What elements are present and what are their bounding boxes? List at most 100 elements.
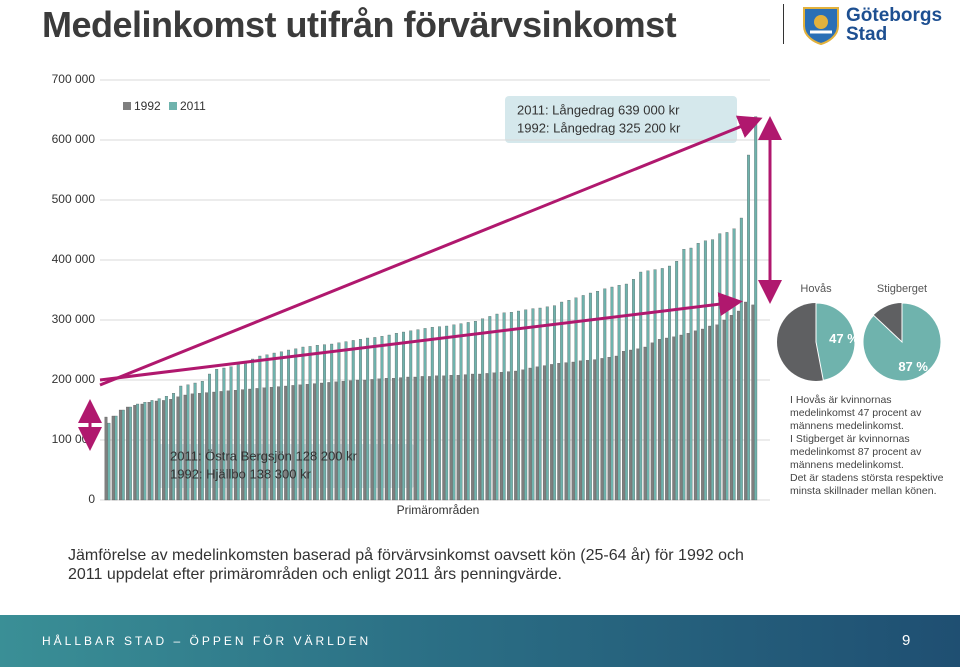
y-tick-label: 600 000 xyxy=(52,132,96,146)
bar xyxy=(193,382,197,501)
bar xyxy=(129,406,132,501)
bar xyxy=(133,405,137,501)
bar xyxy=(104,416,108,501)
bar xyxy=(456,375,460,501)
bar xyxy=(258,355,262,501)
pie-title: Hovås xyxy=(800,283,832,295)
bar xyxy=(284,385,288,501)
legend-swatch xyxy=(123,102,131,110)
bar xyxy=(509,312,513,501)
bar xyxy=(531,308,535,501)
bar xyxy=(754,116,758,501)
bar xyxy=(588,292,592,501)
bar xyxy=(377,378,381,501)
bar xyxy=(703,240,707,501)
bar xyxy=(657,339,661,501)
bar xyxy=(262,387,266,501)
bar xyxy=(466,322,470,501)
bar xyxy=(564,362,568,501)
text-line: Det är stadens största respektive minsta… xyxy=(790,472,944,497)
bar xyxy=(711,239,715,501)
bar xyxy=(308,346,312,501)
bar xyxy=(675,261,679,501)
bar xyxy=(301,346,305,501)
bar xyxy=(557,363,561,501)
bar xyxy=(233,390,237,501)
bar xyxy=(499,372,503,501)
bar xyxy=(183,394,187,501)
bar xyxy=(473,321,477,501)
bar xyxy=(732,228,736,501)
bar xyxy=(215,369,219,501)
bar xyxy=(438,326,441,501)
bar xyxy=(507,371,510,501)
y-tick-label: 300 000 xyxy=(52,312,96,326)
bar xyxy=(550,364,554,501)
bar xyxy=(603,288,607,501)
bar xyxy=(344,341,348,501)
bar xyxy=(553,305,556,501)
bar xyxy=(416,329,420,501)
bar xyxy=(629,349,633,501)
bar xyxy=(179,385,183,501)
bar xyxy=(696,243,700,501)
bar xyxy=(229,366,233,501)
bar xyxy=(150,400,154,501)
bar xyxy=(222,367,226,501)
bar xyxy=(162,400,165,501)
bar xyxy=(334,381,338,501)
y-tick-label: 400 000 xyxy=(52,252,96,266)
bar xyxy=(205,392,209,501)
bar xyxy=(632,279,635,501)
bar xyxy=(650,342,654,501)
bar xyxy=(176,396,180,501)
bar xyxy=(111,415,115,501)
y-tick-label: 500 000 xyxy=(52,192,96,206)
bar xyxy=(248,388,252,501)
bar xyxy=(646,270,650,501)
bar xyxy=(725,232,729,501)
footer-tagline: HÅLLBAR STAD – ÖPPEN FÖR VÄRLDEN xyxy=(42,634,372,648)
bar xyxy=(660,268,664,501)
bar xyxy=(689,247,693,501)
bar xyxy=(442,375,446,501)
bar xyxy=(351,340,355,501)
bar xyxy=(356,379,359,501)
bar xyxy=(600,358,604,501)
page-number: 9 xyxy=(902,632,911,649)
bar xyxy=(197,393,201,501)
bar xyxy=(255,388,259,501)
bar xyxy=(392,378,395,501)
bar xyxy=(488,316,492,501)
bar xyxy=(330,343,334,501)
bar xyxy=(545,306,549,501)
bar xyxy=(279,351,283,501)
bar xyxy=(147,402,151,501)
bar xyxy=(312,383,316,501)
bar xyxy=(542,365,546,501)
bar xyxy=(435,375,439,501)
caption: Jämförelse av medelinkomsten baserad på … xyxy=(68,547,744,583)
bar xyxy=(596,291,600,501)
bar xyxy=(686,333,690,501)
bar xyxy=(423,328,427,501)
bar xyxy=(409,330,413,501)
bar xyxy=(298,384,302,501)
bar xyxy=(157,398,161,501)
bar xyxy=(722,319,726,501)
bar xyxy=(560,301,564,501)
bar xyxy=(622,351,625,501)
bar xyxy=(219,391,223,501)
bar xyxy=(358,339,362,501)
bar xyxy=(430,327,434,501)
bar xyxy=(538,307,542,501)
y-tick-label: 0 xyxy=(88,492,95,506)
callout-text: 2011: Långedrag 639 000 kr xyxy=(517,102,680,117)
bar xyxy=(737,310,740,501)
bar xyxy=(636,348,640,501)
bar xyxy=(380,336,384,501)
bar xyxy=(315,345,319,501)
bar xyxy=(452,324,456,501)
pie-label: 47 % xyxy=(829,331,859,346)
logo-line: Göteborgs xyxy=(846,5,943,26)
